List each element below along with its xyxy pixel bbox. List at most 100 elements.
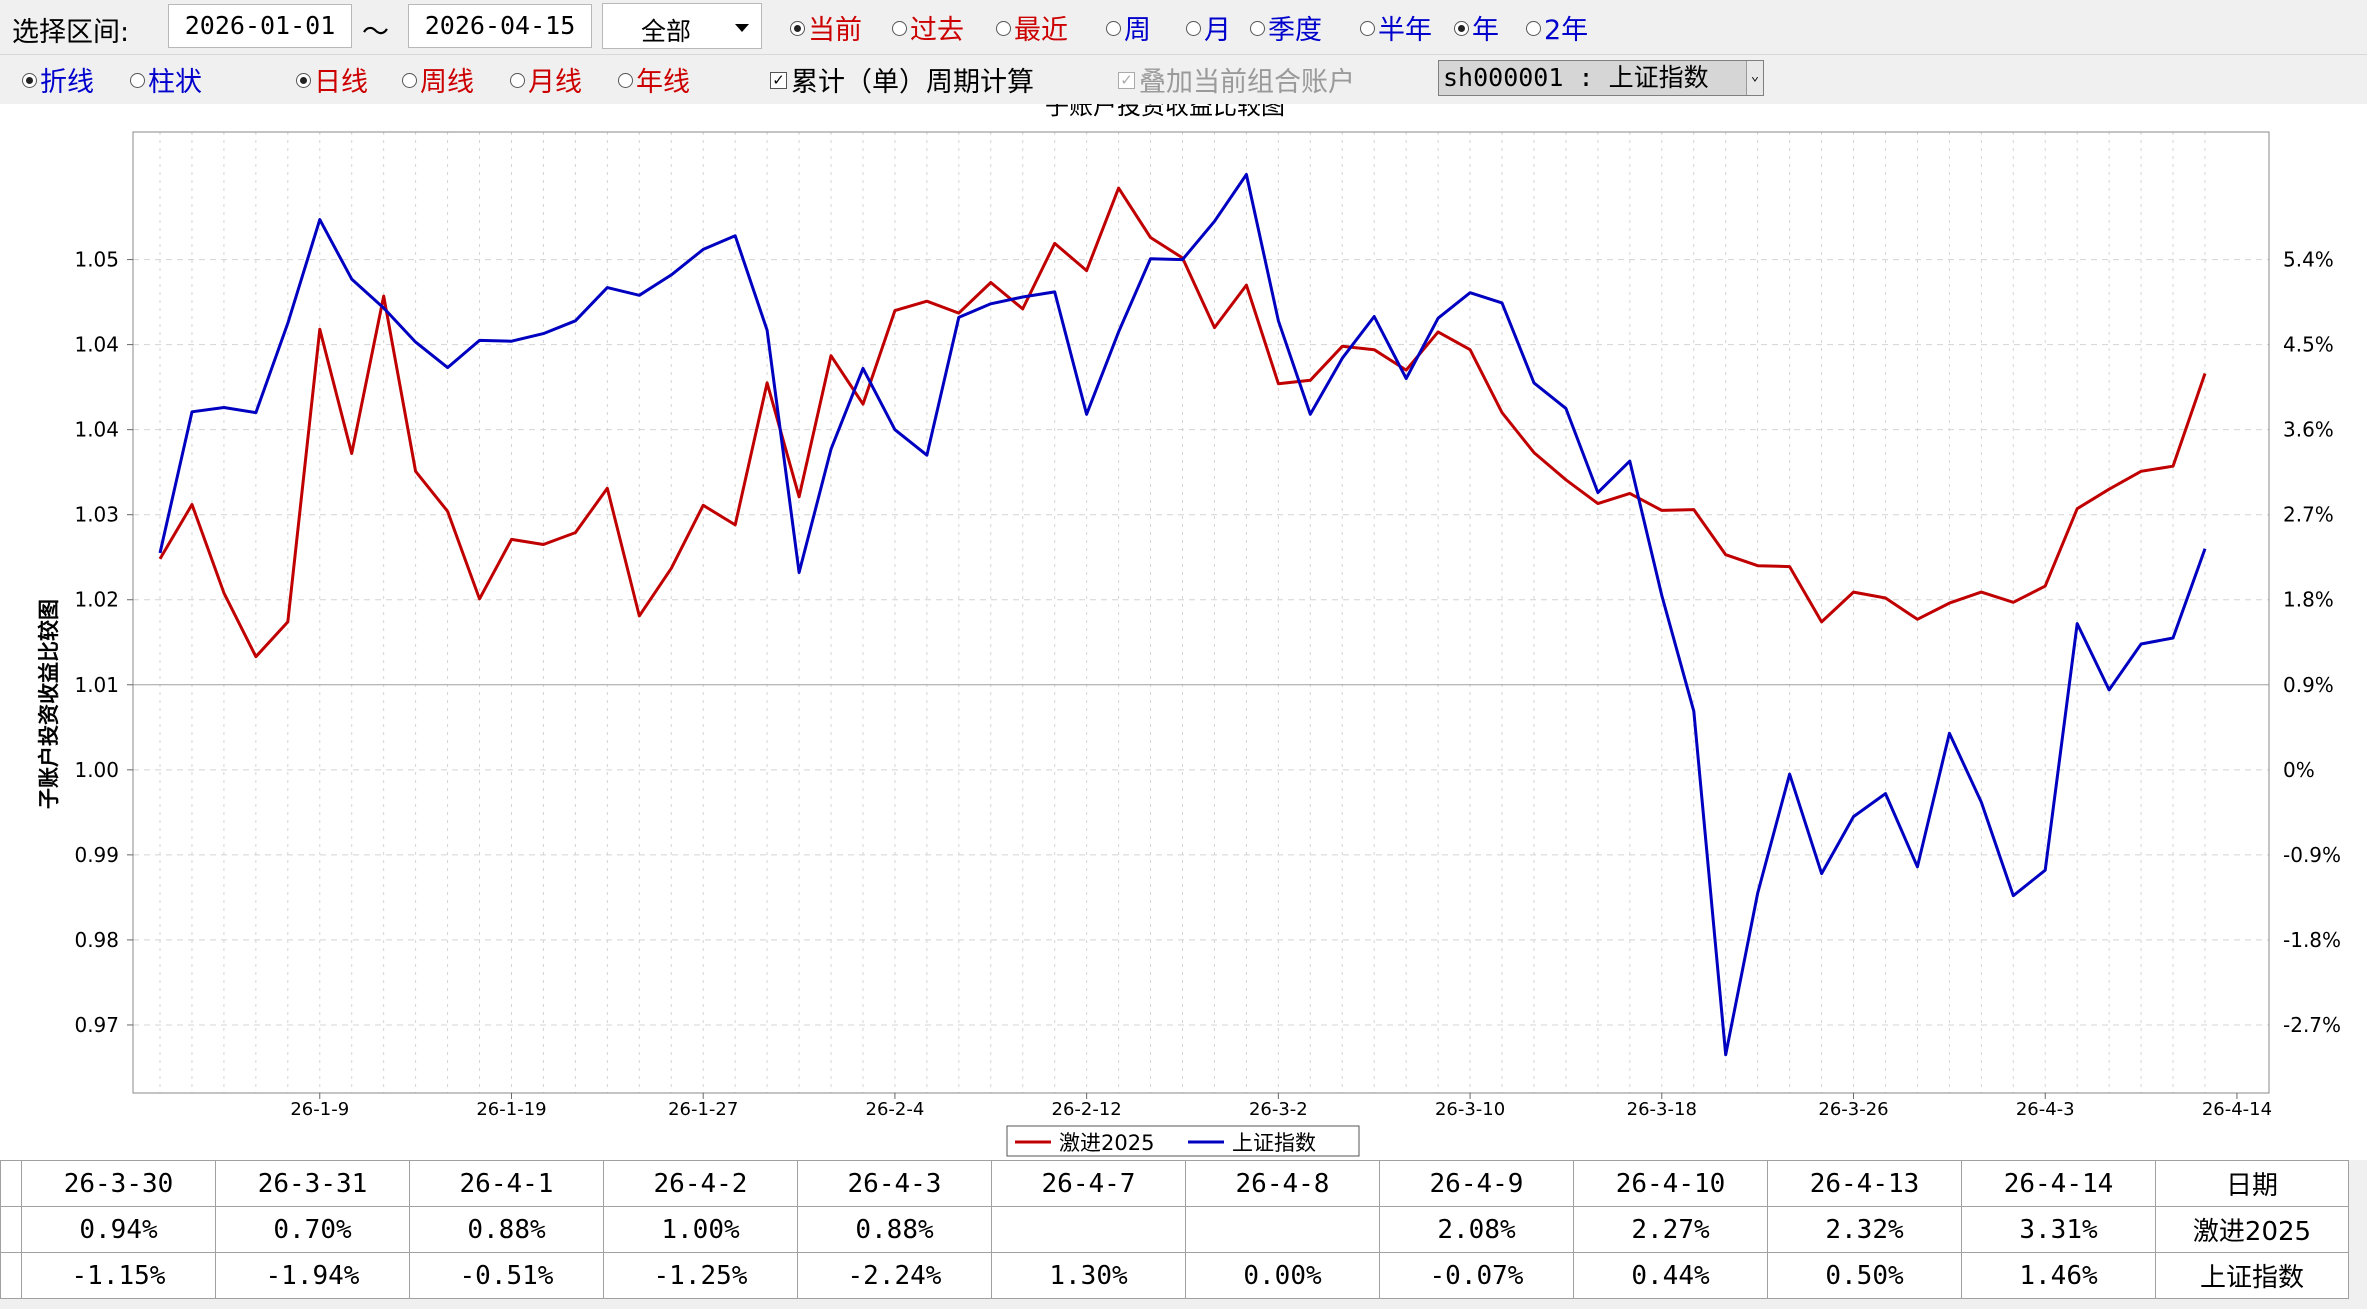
row-header-cell xyxy=(0,1206,22,1253)
right-tick-label: 2.7% xyxy=(2283,503,2334,527)
chevron-down-icon xyxy=(735,24,749,32)
start-date-input[interactable]: 2026-01-01 xyxy=(168,4,352,48)
radio-label: 柱状 xyxy=(148,67,202,98)
table-cell: 1.00% xyxy=(603,1206,798,1253)
radio-option-4[interactable]: 月 xyxy=(1186,8,1231,47)
right-tick-label: 3.6% xyxy=(2283,418,2334,442)
legend-box xyxy=(1006,1125,1360,1157)
chart-background xyxy=(0,104,2367,1160)
radio-label: 最近 xyxy=(1014,15,1068,46)
returns-comparison-chart: 子账户投资收益比较图 1.05 5.4% 1.04 4.5% 1.04 3.6% 1.03 2… xyxy=(0,104,2367,1160)
table-cell: 26-4-1 xyxy=(409,1160,604,1207)
right-tick-label: 4.5% xyxy=(2283,333,2334,357)
table-cell: 26-4-7 xyxy=(991,1160,1186,1207)
range-separator: ～ xyxy=(362,17,389,48)
right-tick-label: 5.4% xyxy=(2283,248,2334,272)
daily-returns-table: 26-3-30 26-3-31 26-4-1 26-4-2 26-4-3 26-… xyxy=(0,1160,2349,1299)
table-cell: 0.88% xyxy=(409,1206,604,1253)
table-cell xyxy=(1185,1206,1380,1253)
table-cell: 0.70% xyxy=(215,1206,410,1253)
radio-icon xyxy=(1186,21,1201,36)
y-tick-label: 0.99 xyxy=(74,843,119,867)
radio-option-1[interactable]: 过去 xyxy=(892,8,964,47)
radio-option-2[interactable]: 月线 xyxy=(510,60,582,99)
radio-icon xyxy=(892,21,907,36)
table-cell: 26-4-9 xyxy=(1379,1160,1574,1207)
right-tick-label: 0% xyxy=(2283,758,2315,782)
x-tick-label: 26-2-4 xyxy=(866,1099,925,1120)
table-cell: -0.07% xyxy=(1379,1252,1574,1299)
y-axis-label: 子账户投资收益比较图 xyxy=(37,599,61,809)
table-cell: 1.46% xyxy=(1961,1252,2156,1299)
grid-lines xyxy=(133,132,2269,1093)
radio-option-5[interactable]: 季度 xyxy=(1250,8,1322,47)
range-toolbar: 选择区间: 2026-01-01 ～ 2026-04-15 全部 当前 过去 最近 周… xyxy=(0,0,2367,55)
table-cell: 3.31% xyxy=(1961,1206,2156,1253)
plot-frame xyxy=(132,131,2270,1094)
radio-icon xyxy=(510,73,525,88)
table-cell: 0.00% xyxy=(1185,1252,1380,1299)
table-cell: 2.27% xyxy=(1573,1206,1768,1253)
radio-icon xyxy=(790,21,805,36)
radio-label: 当前 xyxy=(808,15,862,46)
table-row: 26-3-30 26-3-31 26-4-1 26-4-2 26-4-3 26-… xyxy=(0,1160,2349,1207)
chart-title: 子账户投资收益比较图 xyxy=(1045,104,1285,120)
table-cell: 26-4-2 xyxy=(603,1160,798,1207)
radio-icon xyxy=(1106,21,1121,36)
radio-option-7[interactable]: 年 xyxy=(1454,8,1499,47)
table-cell: -2.24% xyxy=(797,1252,992,1299)
radio-label: 2年 xyxy=(1544,15,1589,46)
radio-option-8[interactable]: 2年 xyxy=(1526,8,1588,47)
x-tick-label: 26-2-12 xyxy=(1052,1099,1122,1120)
radio-label: 周 xyxy=(1124,15,1151,46)
radio-option-3[interactable]: 年线 xyxy=(618,60,690,99)
radio-option-0[interactable]: 日线 xyxy=(296,60,368,99)
table-cell: 26-4-13 xyxy=(1767,1160,1962,1207)
table-cell: 26-4-8 xyxy=(1185,1160,1380,1207)
table-cell: 1.30% xyxy=(991,1252,1186,1299)
scope-select[interactable]: 全部 xyxy=(602,3,762,49)
table-cell: 26-4-14 xyxy=(1961,1160,2156,1207)
right-tick-label: 1.8% xyxy=(2283,588,2334,612)
radio-label: 年线 xyxy=(636,67,690,98)
y-tick-label: 1.04 xyxy=(74,418,119,442)
x-tick-label: 26-1-19 xyxy=(476,1099,546,1120)
table-row: 0.94% 0.70% 0.88% 1.00% 0.88% 2.08% 2.27… xyxy=(0,1206,2349,1253)
radio-option-0[interactable]: 折线 xyxy=(22,60,94,99)
radio-icon xyxy=(22,73,37,88)
x-tick-label: 26-4-14 xyxy=(2202,1099,2272,1120)
y-tick-label: 0.97 xyxy=(74,1013,119,1037)
radio-option-1[interactable]: 柱状 xyxy=(130,60,202,99)
table-row: -1.15% -1.94% -0.51% -1.25% -2.24% 1.30%… xyxy=(0,1252,2349,1299)
table-cell: -1.25% xyxy=(603,1252,798,1299)
y-tick-label: 1.04 xyxy=(74,333,119,357)
radio-option-2[interactable]: 最近 xyxy=(996,8,1068,47)
table-row-label: 上证指数 xyxy=(2155,1252,2349,1299)
cumulative-checkbox[interactable]: ✓ 累计（单）周期计算 xyxy=(770,60,1034,99)
index-select[interactable]: sh000001 : 上证指数 ⌄ xyxy=(1438,60,1764,96)
chevron-down-icon: ⌄ xyxy=(1746,61,1763,95)
y-tick-label: 1.00 xyxy=(74,758,119,782)
table-cell: 0.88% xyxy=(797,1206,992,1253)
radio-icon xyxy=(296,73,311,88)
radio-label: 日线 xyxy=(314,67,368,98)
legend-label: 上证指数 xyxy=(1232,1131,1316,1155)
x-tick-label: 26-3-2 xyxy=(1249,1099,1308,1120)
y-tick-label: 1.01 xyxy=(74,673,119,697)
radio-icon xyxy=(1454,21,1469,36)
table-cell: 26-4-10 xyxy=(1573,1160,1768,1207)
table-cell: -0.51% xyxy=(409,1252,604,1299)
y-tick-label: 0.98 xyxy=(74,928,119,952)
row-header-cell xyxy=(0,1160,22,1207)
x-tick-label: 26-3-18 xyxy=(1627,1099,1697,1120)
series-line-1 xyxy=(158,173,2207,1057)
radio-option-0[interactable]: 当前 xyxy=(790,8,862,47)
radio-option-1[interactable]: 周线 xyxy=(402,60,474,99)
end-date-input[interactable]: 2026-04-15 xyxy=(408,4,592,48)
y-tick-label: 1.05 xyxy=(74,248,119,272)
radio-option-6[interactable]: 半年 xyxy=(1360,8,1432,47)
overlay-checkbox[interactable]: ✓ 叠加当前组合账户 xyxy=(1118,60,1355,99)
radio-label: 年 xyxy=(1472,15,1499,46)
table-cell: -1.94% xyxy=(215,1252,410,1299)
radio-option-3[interactable]: 周 xyxy=(1106,8,1151,47)
